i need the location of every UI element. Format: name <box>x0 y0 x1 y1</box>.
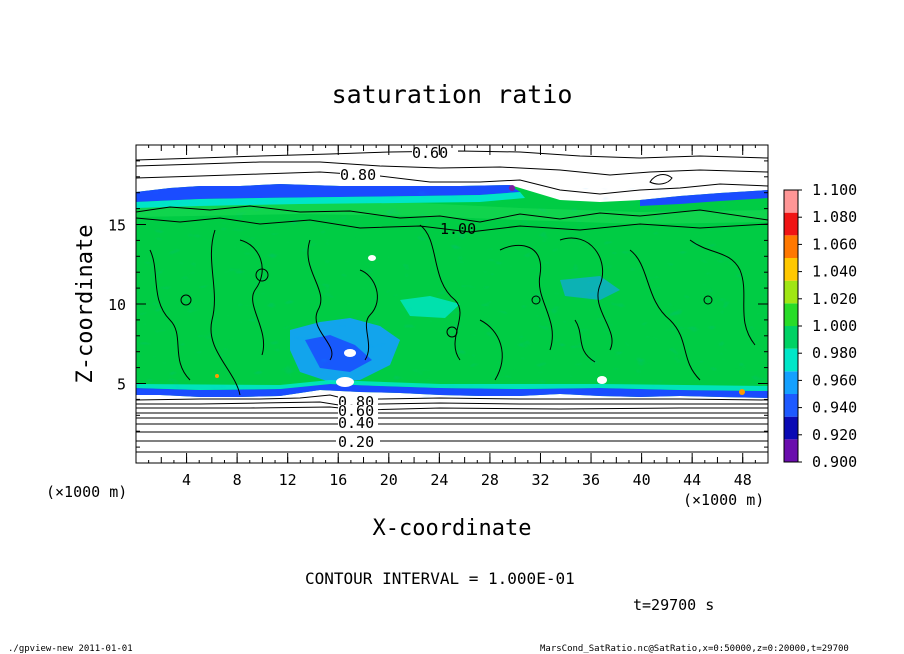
y-tick-label: 15 <box>108 217 126 235</box>
x-tick-label: 28 <box>481 471 499 489</box>
colorbar-swatch <box>784 212 798 236</box>
colorbar-labels: 0.900 0.920 0.940 0.960 0.980 1.000 1.020 1.040… <box>812 181 857 471</box>
x-tick-label: 32 <box>531 471 549 489</box>
x-tick-label: 16 <box>329 471 347 489</box>
colorbar-swatch <box>784 416 798 440</box>
y-tick-label: 5 <box>117 376 126 394</box>
x-tick-label: 20 <box>380 471 398 489</box>
x-tick-label: 36 <box>582 471 600 489</box>
y-axis-label: Z-coordinate <box>73 225 98 384</box>
contour-label: 0.20 <box>338 433 374 451</box>
colorbar-swatch <box>784 235 798 258</box>
plot-field <box>136 145 768 463</box>
colorbar-label: 0.940 <box>812 399 857 417</box>
colorbar-swatch <box>784 348 798 372</box>
colorbar-label: 1.080 <box>812 208 857 226</box>
y-unit-label: (×1000 m) <box>46 483 127 501</box>
colorbar-swatch <box>784 326 798 349</box>
footer-right: MarsCond_SatRatio.nc@SatRatio,x=0:50000,… <box>540 644 849 654</box>
colorbar-label: 0.980 <box>812 344 857 362</box>
x-tick-label: 4 <box>182 471 191 489</box>
x-tick-label: 12 <box>279 471 297 489</box>
colorbar-label: 1.060 <box>812 235 857 253</box>
contour-label: 0.60 <box>412 144 448 162</box>
x-tick-label: 44 <box>683 471 701 489</box>
contour-lower <box>136 394 768 453</box>
x-axis-label: X-coordinate <box>373 516 532 541</box>
colorbar-swatch <box>784 258 798 281</box>
x-tick-label: 40 <box>633 471 651 489</box>
contour-upper-0.60 <box>136 150 768 161</box>
colorbar <box>783 189 802 463</box>
contour-label: 0.80 <box>340 166 376 184</box>
contour-labels: 0.60 0.80 1.00 0.80 0.60 0.40 0.20 <box>336 144 476 451</box>
x-unit-label: (×1000 m) <box>683 491 764 509</box>
colorbar-swatch <box>784 371 798 394</box>
colorbar-label: 0.960 <box>812 371 857 389</box>
x-tick-label: 48 <box>734 471 752 489</box>
contour-label: 0.60 <box>338 402 374 420</box>
footer-left: ./gpview-new 2011-01-01 <box>8 644 133 654</box>
y-tick-labels: 5 10 15 <box>108 217 126 394</box>
contour-upper-0.80 <box>136 171 768 195</box>
colorbar-swatch <box>784 394 798 417</box>
y-tick-label: 10 <box>108 296 126 314</box>
colorbar-swatch <box>784 190 798 213</box>
colorbar-label: 0.920 <box>812 426 857 444</box>
contour-label: 0.40 <box>338 414 374 432</box>
colorbar-swatch <box>784 280 798 304</box>
x-tick-label: 24 <box>430 471 448 489</box>
colorbar-label: 1.000 <box>812 317 857 335</box>
x-tick-label: 8 <box>233 471 242 489</box>
colorbar-label: 1.020 <box>812 290 857 308</box>
chart-title: saturation ratio <box>332 80 573 109</box>
colorbar-swatch <box>784 439 798 462</box>
colorbar-label: 1.100 <box>812 181 857 199</box>
contour-interval-note: CONTOUR INTERVAL = 1.000E-01 <box>305 569 575 588</box>
contour-label: 1.00 <box>440 220 476 238</box>
colorbar-label: 1.040 <box>812 263 857 281</box>
axis-ticks <box>136 145 768 463</box>
colorbar-label: 0.900 <box>812 453 857 471</box>
time-note: t=29700 s <box>633 596 714 614</box>
contour-1.00 <box>136 205 768 396</box>
x-tick-labels: 4 8 12 16 20 24 28 32 36 40 44 48 <box>182 471 752 489</box>
colorbar-swatch <box>784 303 798 326</box>
